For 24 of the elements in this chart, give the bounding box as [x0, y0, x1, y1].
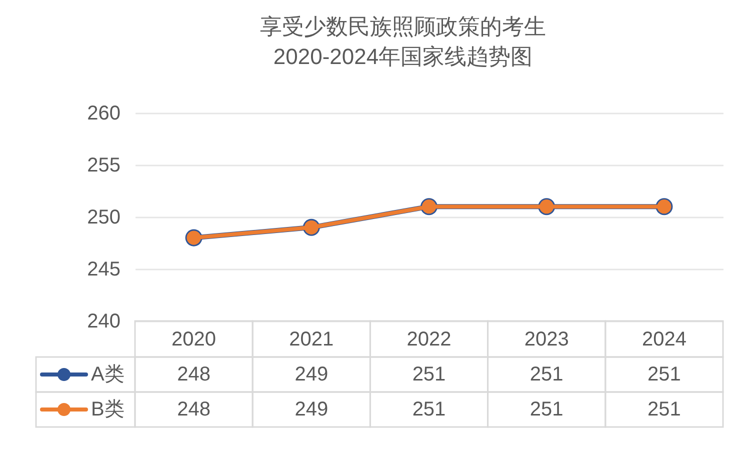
- data-label: 249: [294, 364, 328, 386]
- chart-title: 享受少数民族照顾政策的考生: [260, 14, 546, 39]
- data-label: 251: [412, 398, 446, 420]
- data-label: 251: [412, 364, 446, 386]
- data-label: 249: [294, 398, 328, 420]
- chart-subtitle: 2020-2024年国家线趋势图: [273, 44, 533, 69]
- y-tick-label: 245: [87, 258, 120, 280]
- data-label: 251: [530, 364, 564, 386]
- y-tick-label: 240: [87, 310, 120, 332]
- data-label: 251: [530, 398, 564, 420]
- x-tick-label: 2023: [524, 328, 569, 350]
- data-label: 248: [177, 398, 210, 420]
- y-tick-label: 250: [87, 206, 120, 228]
- y-tick-label: 255: [87, 154, 120, 176]
- x-tick-label: 2021: [289, 328, 334, 350]
- data-label: 251: [648, 398, 681, 420]
- x-tick-label: 2022: [406, 328, 452, 350]
- x-tick-label: 2024: [642, 328, 686, 350]
- y-tick-label: 260: [87, 102, 120, 124]
- data-label: 251: [648, 364, 681, 386]
- data-label: 248: [177, 364, 210, 386]
- legend-label: A类: [91, 364, 124, 386]
- legend-label: B类: [91, 398, 124, 420]
- x-tick-label: 2020: [172, 328, 216, 350]
